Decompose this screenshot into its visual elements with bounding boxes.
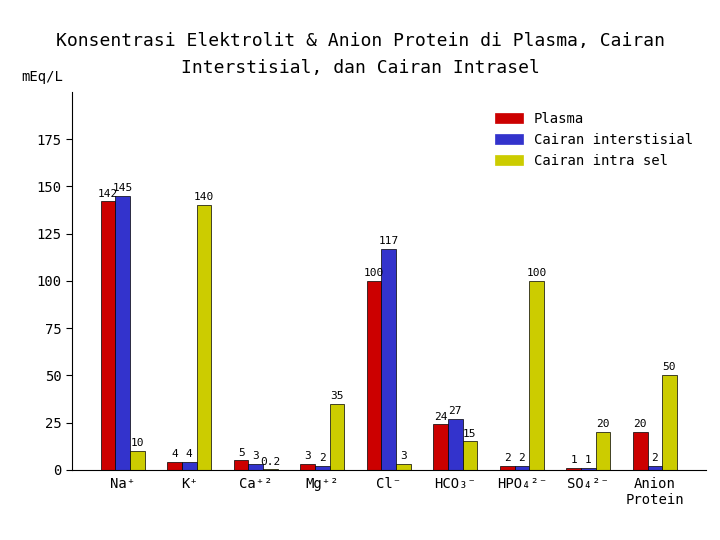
Text: 10: 10: [130, 438, 144, 448]
Text: 20: 20: [634, 419, 647, 429]
Bar: [300, 464, 315, 470]
Text: 3: 3: [253, 451, 259, 461]
Text: 5: 5: [238, 448, 245, 457]
Text: 50: 50: [662, 362, 676, 373]
Text: mEq/L: mEq/L: [22, 70, 63, 84]
Text: 1: 1: [585, 455, 592, 465]
Text: 20: 20: [596, 419, 610, 429]
Bar: [515, 466, 529, 470]
Bar: [315, 466, 330, 470]
Bar: [197, 205, 211, 470]
Bar: [433, 424, 448, 470]
Bar: [529, 281, 544, 470]
Bar: [396, 464, 410, 470]
Text: 15: 15: [463, 429, 477, 438]
Bar: [382, 248, 396, 470]
Legend: Plasma, Cairan interstisial, Cairan intra sel: Plasma, Cairan interstisial, Cairan intr…: [490, 106, 698, 173]
Text: 3: 3: [305, 451, 311, 461]
Bar: [647, 466, 662, 470]
Text: 0.2: 0.2: [261, 457, 281, 467]
Text: 1: 1: [570, 455, 577, 465]
Text: Konsentrasi Elektrolit & Anion Protein di Plasma, Cairan: Konsentrasi Elektrolit & Anion Protein d…: [55, 32, 665, 50]
Bar: [662, 375, 677, 470]
Bar: [463, 442, 477, 470]
Text: 2: 2: [504, 453, 510, 463]
Bar: [234, 460, 248, 470]
Text: 2: 2: [319, 453, 325, 463]
Bar: [633, 432, 647, 470]
Bar: [167, 462, 182, 470]
Bar: [367, 281, 382, 470]
Bar: [567, 468, 581, 470]
Text: 140: 140: [194, 192, 214, 202]
Text: 27: 27: [449, 406, 462, 416]
Text: 3: 3: [400, 451, 407, 461]
Text: 4: 4: [171, 449, 178, 460]
Text: 24: 24: [434, 411, 447, 422]
Text: 2: 2: [652, 453, 658, 463]
Bar: [330, 403, 344, 470]
Text: 142: 142: [98, 188, 118, 199]
Bar: [581, 468, 595, 470]
Text: 117: 117: [379, 236, 399, 246]
Text: 145: 145: [112, 183, 133, 193]
Bar: [130, 451, 145, 470]
Bar: [182, 462, 197, 470]
Text: 35: 35: [330, 391, 343, 401]
Bar: [101, 201, 115, 470]
Text: 2: 2: [518, 453, 525, 463]
Bar: [595, 432, 611, 470]
Text: Interstisial, dan Cairan Intrasel: Interstisial, dan Cairan Intrasel: [181, 59, 539, 77]
Bar: [500, 466, 515, 470]
Text: 100: 100: [526, 268, 546, 278]
Text: 4: 4: [186, 449, 193, 460]
Text: 100: 100: [364, 268, 384, 278]
Bar: [248, 464, 263, 470]
Bar: [115, 195, 130, 470]
Bar: [448, 419, 463, 470]
